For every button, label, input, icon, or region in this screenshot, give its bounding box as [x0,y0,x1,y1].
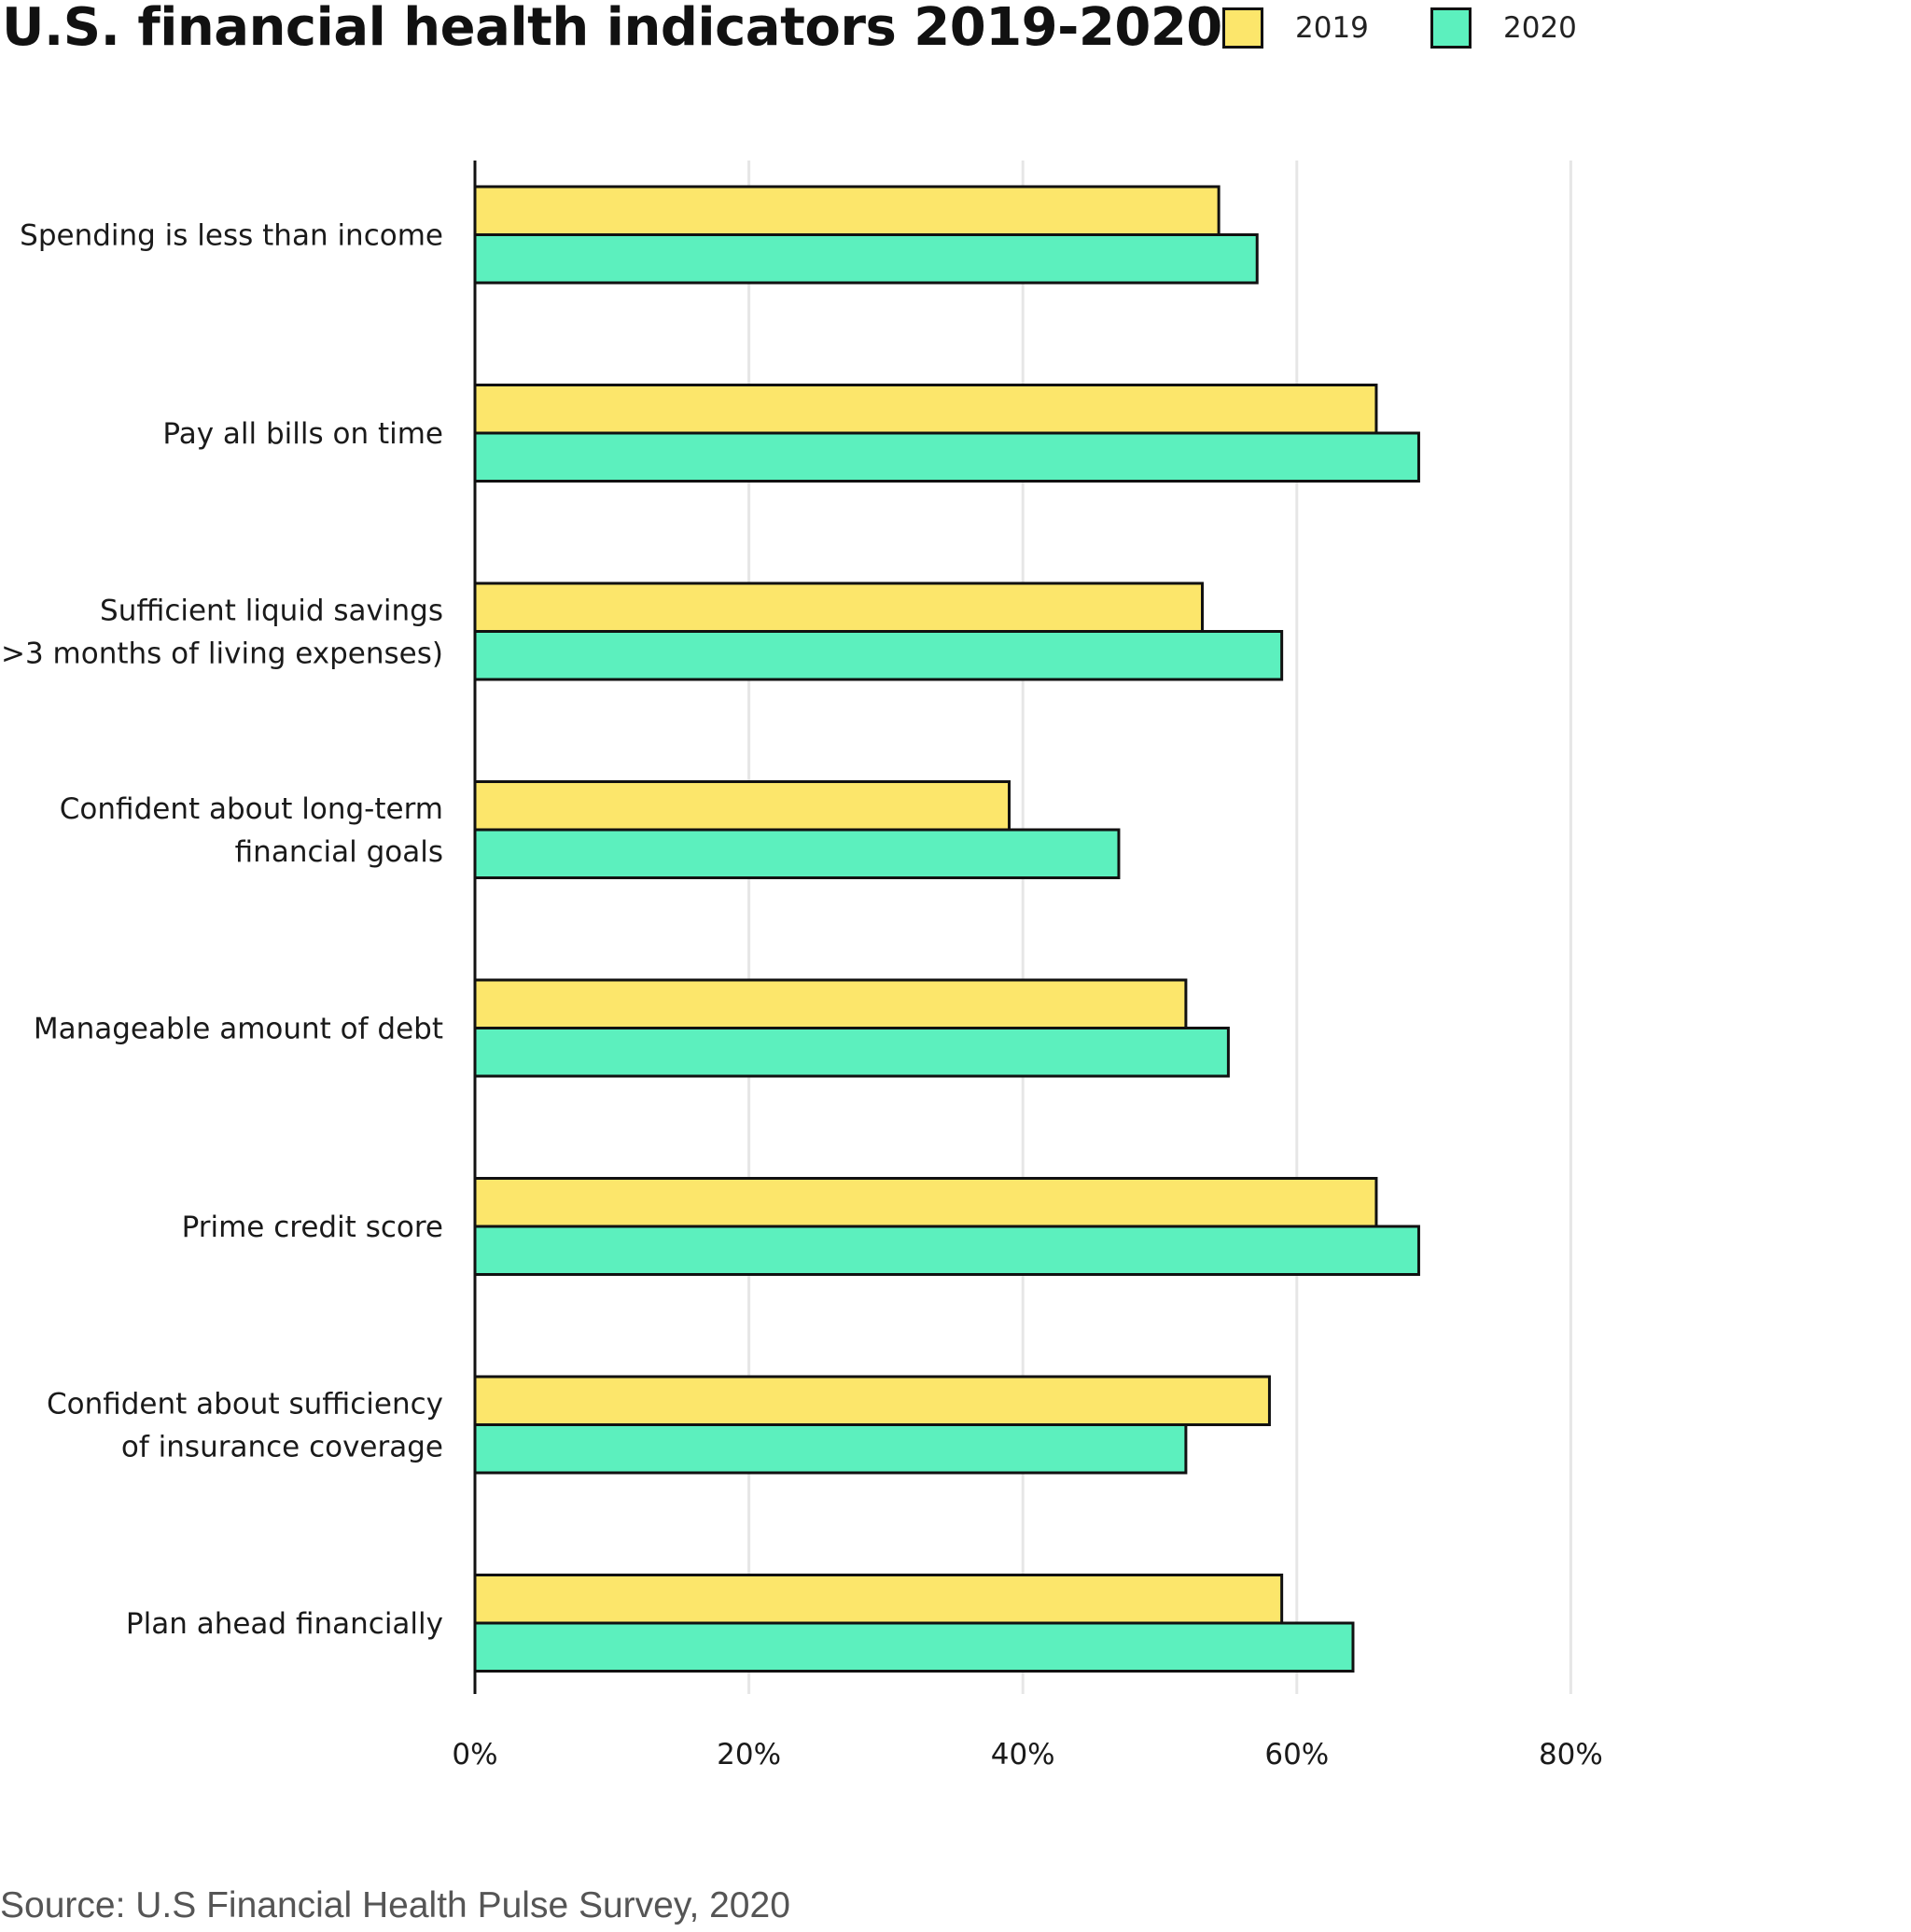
x-tick-label-0: 0% [452,1738,497,1771]
legend-swatch-2019 [1222,7,1263,49]
bar-2020-0 [473,233,1259,285]
category-label-0-0: Spending is less than income [20,219,443,253]
bar-2019-6 [473,1375,1271,1426]
category-label-5-0: Prime credit score [182,1211,443,1244]
legend-label-2019: 2019 [1295,11,1369,45]
bar-2019-3 [473,780,1011,832]
bar-2019-2 [473,581,1205,633]
category-label-3-0: Confident about long-term [60,792,443,826]
legend-item-2020: 2020 [1430,6,1577,50]
category-labels: Spending is less than income Pay all bill… [0,219,443,1642]
legend-label-2020: 2020 [1503,11,1577,45]
x-tick-label-80: 80% [1539,1738,1603,1771]
bar-2020-6 [473,1423,1188,1475]
bar-2020-5 [473,1225,1420,1276]
source-note: Source: U.S Financial Health Pulse Surve… [0,1885,790,1925]
bar-2020-3 [473,828,1121,879]
category-label-3-1: financial goals [235,835,443,869]
category-label-6-1: of insurance coverage [121,1431,443,1464]
category-label-2-1: (>3 months of living expenses) [0,637,443,671]
x-tick-label-20: 20% [717,1738,781,1771]
category-label-4-0: Manageable amount of debt [34,1013,443,1046]
bar-2020-1 [473,431,1420,483]
legend-item-2019: 2019 [1222,6,1369,50]
legend-swatch-2020 [1430,7,1472,49]
bars [473,185,1420,1673]
bar-2019-7 [473,1574,1284,1625]
chart-title: U.S. financial health indicators 2019-20… [2,0,1222,58]
bar-2019-4 [473,978,1188,1029]
x-tick-label-60: 60% [1264,1738,1329,1771]
bar-2020-7 [473,1621,1355,1673]
category-label-2-0: Sufficient liquid savings [100,595,443,628]
category-label-6-0: Confident about sufficiency [47,1388,443,1421]
bar-2020-2 [473,630,1284,681]
bar-2019-1 [473,384,1378,435]
bar-2020-4 [473,1027,1230,1078]
x-tick-labels: 0% 20% 40% 60% 80% [452,1738,1602,1771]
category-label-7-0: Plan ahead financially [126,1607,443,1641]
bar-2019-5 [473,1177,1378,1228]
bar-chart: Spending is less than income Pay all bill… [0,161,1603,1771]
category-label-1-0: Pay all bills on time [162,417,443,451]
bar-2019-0 [473,185,1221,236]
x-tick-label-40: 40% [991,1738,1055,1771]
